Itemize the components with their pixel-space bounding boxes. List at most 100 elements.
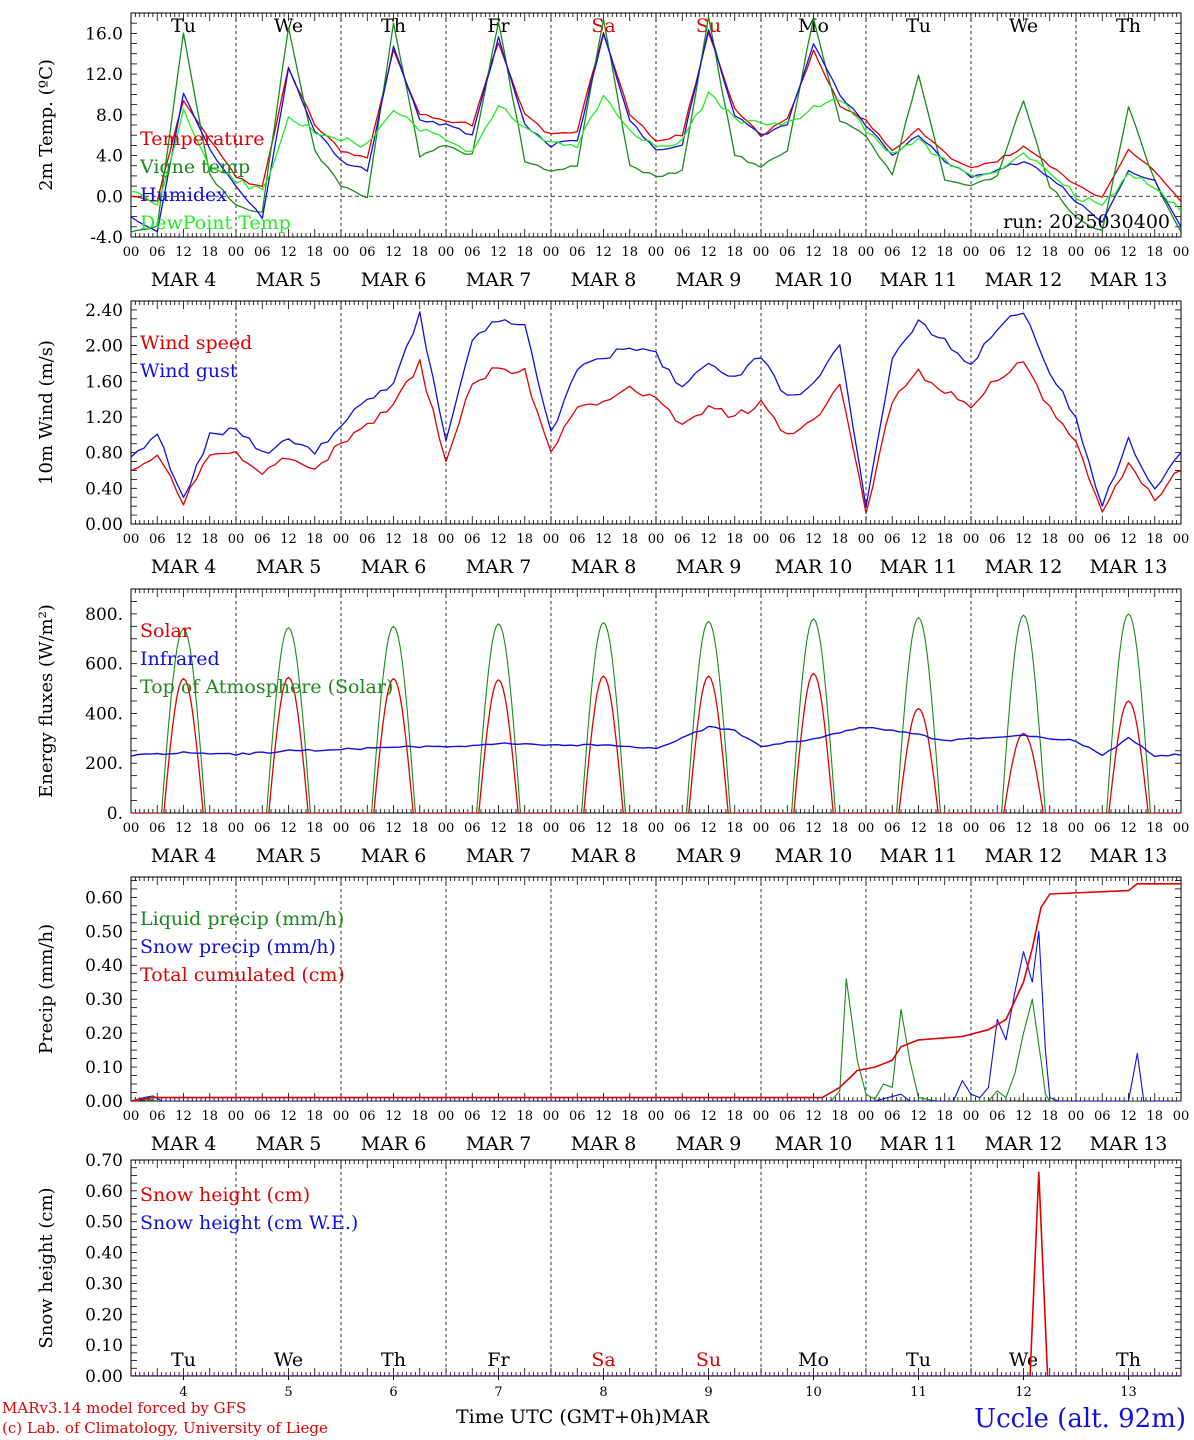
weekday-label: Tu <box>906 15 931 37</box>
y-tick-label: 800. <box>85 605 123 625</box>
hour-label: 18 <box>936 245 953 260</box>
hour-label: 18 <box>516 245 533 260</box>
hour-label: 06 <box>359 532 376 547</box>
hour-label: 00 <box>1173 245 1190 260</box>
series-temperature <box>131 31 1181 202</box>
legend-entry: Solar <box>140 620 192 642</box>
weekday-label: We <box>274 15 303 37</box>
y-tick-label: 200. <box>85 754 123 774</box>
hour-label: 18 <box>1146 532 1163 547</box>
y-tick-label: 0.70 <box>85 1151 123 1171</box>
hour-label: 18 <box>1041 1109 1058 1124</box>
hour-label: 00 <box>543 1109 560 1124</box>
weekday-label: Sa <box>591 15 615 37</box>
hour-label: 06 <box>254 1109 271 1124</box>
hour-label: 18 <box>306 245 323 260</box>
hour-label: 00 <box>228 821 245 836</box>
hour-label: 12 <box>700 821 717 836</box>
weekday-label: Mo <box>798 15 829 37</box>
hour-label: 06 <box>1094 245 1111 260</box>
y-tick-label: 0.40 <box>85 1244 123 1264</box>
hour-label: 00 <box>1068 532 1085 547</box>
hour-label: 06 <box>989 532 1006 547</box>
series-wind-gust <box>131 311 1181 508</box>
hour-label: 12 <box>1015 532 1032 547</box>
hour-label: 06 <box>674 532 691 547</box>
hour-label: 12 <box>280 532 297 547</box>
hour-label: 18 <box>1041 821 1058 836</box>
hour-label: 06 <box>464 245 481 260</box>
weekday-label: Tu <box>171 15 196 37</box>
hour-label: 06 <box>884 532 901 547</box>
hour-label: 00 <box>753 821 770 836</box>
day-number: 11 <box>910 1385 927 1400</box>
x-axis-title: Time UTC (GMT+0h)MAR <box>456 1406 709 1428</box>
hour-label: 18 <box>411 245 428 260</box>
weekday-label: We <box>274 1349 303 1371</box>
legend-entry: Snow height (cm) <box>140 1184 310 1206</box>
hour-label: 00 <box>123 245 140 260</box>
day-number: 6 <box>389 1385 397 1400</box>
date-label: MAR 7 <box>466 1133 532 1155</box>
series-infrared <box>131 725 1181 758</box>
date-label: MAR 6 <box>361 556 427 578</box>
day-number: 10 <box>805 1385 822 1400</box>
hour-label: 12 <box>910 532 927 547</box>
date-label: MAR 9 <box>676 556 742 578</box>
weekday-label: Th <box>1116 15 1141 37</box>
y-tick-label: 0.20 <box>85 1024 123 1044</box>
series-solar <box>131 672 1181 813</box>
y-tick-label: 0.50 <box>85 922 123 942</box>
time-label: Time UTC (GMT+0h) <box>456 1406 662 1428</box>
hour-label: 00 <box>963 1109 980 1124</box>
day-number: 9 <box>704 1385 712 1400</box>
hour-label: 18 <box>831 245 848 260</box>
day-number: 4 <box>179 1385 187 1400</box>
lab-credit: (c) Lab. of Climatology, University of L… <box>2 1419 328 1437</box>
hour-label: 18 <box>516 821 533 836</box>
hour-label: 12 <box>490 245 507 260</box>
hour-label: 00 <box>963 245 980 260</box>
hour-label: 12 <box>175 1109 192 1124</box>
y-axis-label: Energy fluxes (W/m²) <box>36 604 57 798</box>
hour-label: 00 <box>123 821 140 836</box>
hour-label: 06 <box>569 532 586 547</box>
hour-label: 06 <box>149 821 166 836</box>
hour-label: 18 <box>1146 1109 1163 1124</box>
hour-label: 00 <box>858 532 875 547</box>
series-snow-precip-mm-h- <box>131 930 1181 1101</box>
hour-label: 12 <box>385 532 402 547</box>
date-label: MAR 13 <box>1090 845 1168 867</box>
hour-label: 00 <box>228 245 245 260</box>
date-label: MAR 12 <box>985 1133 1063 1155</box>
date-label: MAR 5 <box>256 556 322 578</box>
hour-label: 00 <box>543 532 560 547</box>
hour-label: 06 <box>884 821 901 836</box>
weekday-label: We <box>1009 15 1038 37</box>
date-label: MAR 11 <box>880 556 958 578</box>
date-label: MAR 6 <box>361 269 427 291</box>
hour-label: 18 <box>831 1109 848 1124</box>
legend-entry: Top of Atmosphere (Solar) <box>140 676 393 698</box>
hour-label: 06 <box>149 1109 166 1124</box>
date-label: MAR 7 <box>466 556 532 578</box>
y-tick-label: 16.0 <box>85 24 123 44</box>
day-number: 13 <box>1120 1385 1137 1400</box>
hour-label: 18 <box>1041 532 1058 547</box>
hour-label: 06 <box>569 1109 586 1124</box>
hour-label: 12 <box>595 821 612 836</box>
y-tick-label: -4.0 <box>90 228 123 248</box>
y-tick-label: 4.0 <box>96 147 123 167</box>
hour-label: 00 <box>333 1109 350 1124</box>
weekday-label: Sa <box>591 1349 615 1371</box>
legend-entry: Wind gust <box>140 360 238 382</box>
hour-label: 00 <box>1068 245 1085 260</box>
hour-label: 18 <box>411 532 428 547</box>
station-name: Uccle (alt. 92m) <box>974 1404 1186 1434</box>
hour-label: 06 <box>254 532 271 547</box>
hour-label: 18 <box>621 532 638 547</box>
hour-label: 06 <box>359 1109 376 1124</box>
hour-label: 18 <box>516 532 533 547</box>
hour-label: 12 <box>175 245 192 260</box>
